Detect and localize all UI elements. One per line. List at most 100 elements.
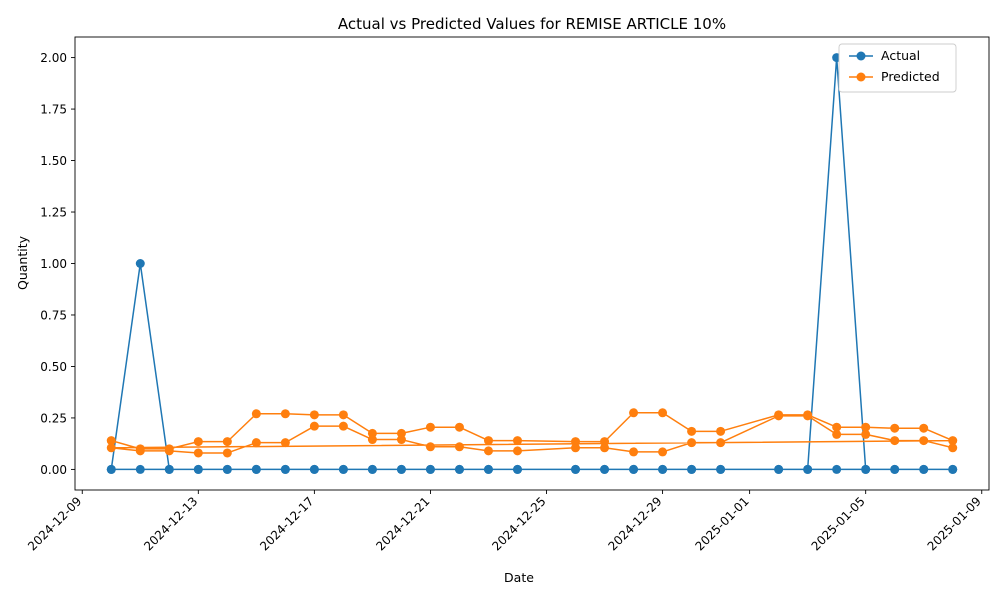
y-tick-label: 1.00 <box>40 257 67 271</box>
data-point-predicted <box>919 436 929 446</box>
data-point-predicted <box>716 438 726 448</box>
data-point-actual <box>251 464 261 474</box>
series-line-predicted <box>110 412 954 454</box>
x-tick-label: 2024-12-09 <box>25 494 84 553</box>
data-point-predicted <box>832 429 842 439</box>
data-point-actual <box>919 464 929 474</box>
chart-title: Actual vs Predicted Values for REMISE AR… <box>338 15 726 33</box>
data-point-predicted <box>396 428 406 438</box>
data-point-actual <box>571 464 581 474</box>
data-point-actual <box>280 464 290 474</box>
data-point-actual <box>629 464 639 474</box>
y-tick-label: 0.75 <box>40 308 67 322</box>
data-point-predicted <box>658 408 668 418</box>
data-point-actual <box>396 464 406 474</box>
data-point-actual <box>222 464 232 474</box>
series-line-actual <box>110 56 954 471</box>
plot-lines <box>110 56 954 471</box>
x-tick-label: 2025-01-01 <box>693 494 752 553</box>
data-point-predicted <box>396 435 406 445</box>
data-point-predicted <box>425 422 435 432</box>
data-point-actual <box>193 464 203 474</box>
data-point-predicted <box>280 438 290 448</box>
data-point-predicted <box>193 448 203 458</box>
legend-label-predicted: Predicted <box>881 69 940 84</box>
data-point-predicted <box>483 446 493 456</box>
legend-marker-predicted <box>856 72 866 82</box>
data-point-predicted <box>251 438 261 448</box>
data-point-predicted <box>861 422 871 432</box>
legend-label-actual: Actual <box>881 48 920 63</box>
data-point-predicted <box>367 435 377 445</box>
plot-markers <box>106 53 958 474</box>
data-point-predicted <box>454 442 464 452</box>
data-point-predicted <box>512 446 522 456</box>
x-tick-label: 2024-12-17 <box>257 494 316 553</box>
data-point-predicted <box>832 422 842 432</box>
data-point-actual <box>309 464 319 474</box>
data-point-predicted <box>309 410 319 420</box>
data-point-predicted <box>861 429 871 439</box>
data-point-predicted <box>193 437 203 447</box>
data-point-actual <box>803 464 813 474</box>
data-point-predicted <box>600 437 610 447</box>
data-point-predicted <box>338 410 348 420</box>
data-point-predicted <box>106 436 116 446</box>
data-point-predicted <box>280 409 290 419</box>
data-point-predicted <box>803 411 813 421</box>
data-point-predicted <box>600 443 610 453</box>
data-point-actual <box>367 464 377 474</box>
data-point-predicted <box>716 426 726 436</box>
data-point-predicted <box>367 428 377 438</box>
data-point-predicted <box>338 421 348 431</box>
data-point-predicted <box>658 447 668 457</box>
y-tick-label: 0.50 <box>40 360 67 374</box>
data-point-actual <box>600 464 610 474</box>
y-tick-label: 0.00 <box>40 463 67 477</box>
y-axis: 0.00 0.25 0.50 0.75 1.00 1.25 1.50 1.75 2.00 <box>40 51 75 477</box>
x-tick-label: 2024-12-13 <box>141 494 200 553</box>
data-point-predicted <box>106 443 116 453</box>
data-point-predicted <box>135 446 145 456</box>
data-point-actual <box>135 464 145 474</box>
data-point-predicted <box>890 423 900 433</box>
y-axis-label: Quantity <box>15 235 30 290</box>
y-tick-label: 1.25 <box>40 206 67 220</box>
data-point-predicted <box>571 437 581 447</box>
data-point-predicted <box>454 422 464 432</box>
data-point-predicted <box>919 423 929 433</box>
data-point-actual <box>164 464 174 474</box>
data-point-predicted <box>164 446 174 456</box>
data-point-actual <box>716 464 726 474</box>
data-point-actual <box>890 464 900 474</box>
legend: Actual Predicted <box>838 43 957 93</box>
y-tick-label: 2.00 <box>40 51 67 65</box>
data-point-predicted <box>222 437 232 447</box>
data-point-predicted <box>774 411 784 421</box>
data-point-actual <box>338 464 348 474</box>
data-point-actual <box>425 464 435 474</box>
data-point-predicted <box>251 409 261 419</box>
data-point-predicted <box>483 436 493 446</box>
y-tick-label: 1.50 <box>40 154 67 168</box>
data-point-predicted <box>512 436 522 446</box>
data-point-actual <box>454 464 464 474</box>
x-tick-label: 2025-01-05 <box>809 494 868 553</box>
x-tick-label: 2025-01-09 <box>925 494 984 553</box>
data-point-actual <box>774 464 784 474</box>
data-point-predicted <box>309 421 319 431</box>
data-point-actual <box>861 464 871 474</box>
x-axis: 2024-12-09 2024-12-13 2024-12-17 2024-12-21… <box>25 490 984 553</box>
x-tick-label: 2024-12-25 <box>489 494 548 553</box>
data-point-actual <box>512 464 522 474</box>
data-point-actual <box>687 464 697 474</box>
data-point-predicted <box>222 448 232 458</box>
data-point-actual <box>106 464 116 474</box>
y-tick-label: 0.25 <box>40 411 67 425</box>
data-point-predicted <box>425 442 435 452</box>
data-point-predicted <box>571 443 581 453</box>
data-point-predicted <box>629 408 639 418</box>
data-point-predicted <box>948 436 958 446</box>
data-point-predicted <box>890 436 900 446</box>
